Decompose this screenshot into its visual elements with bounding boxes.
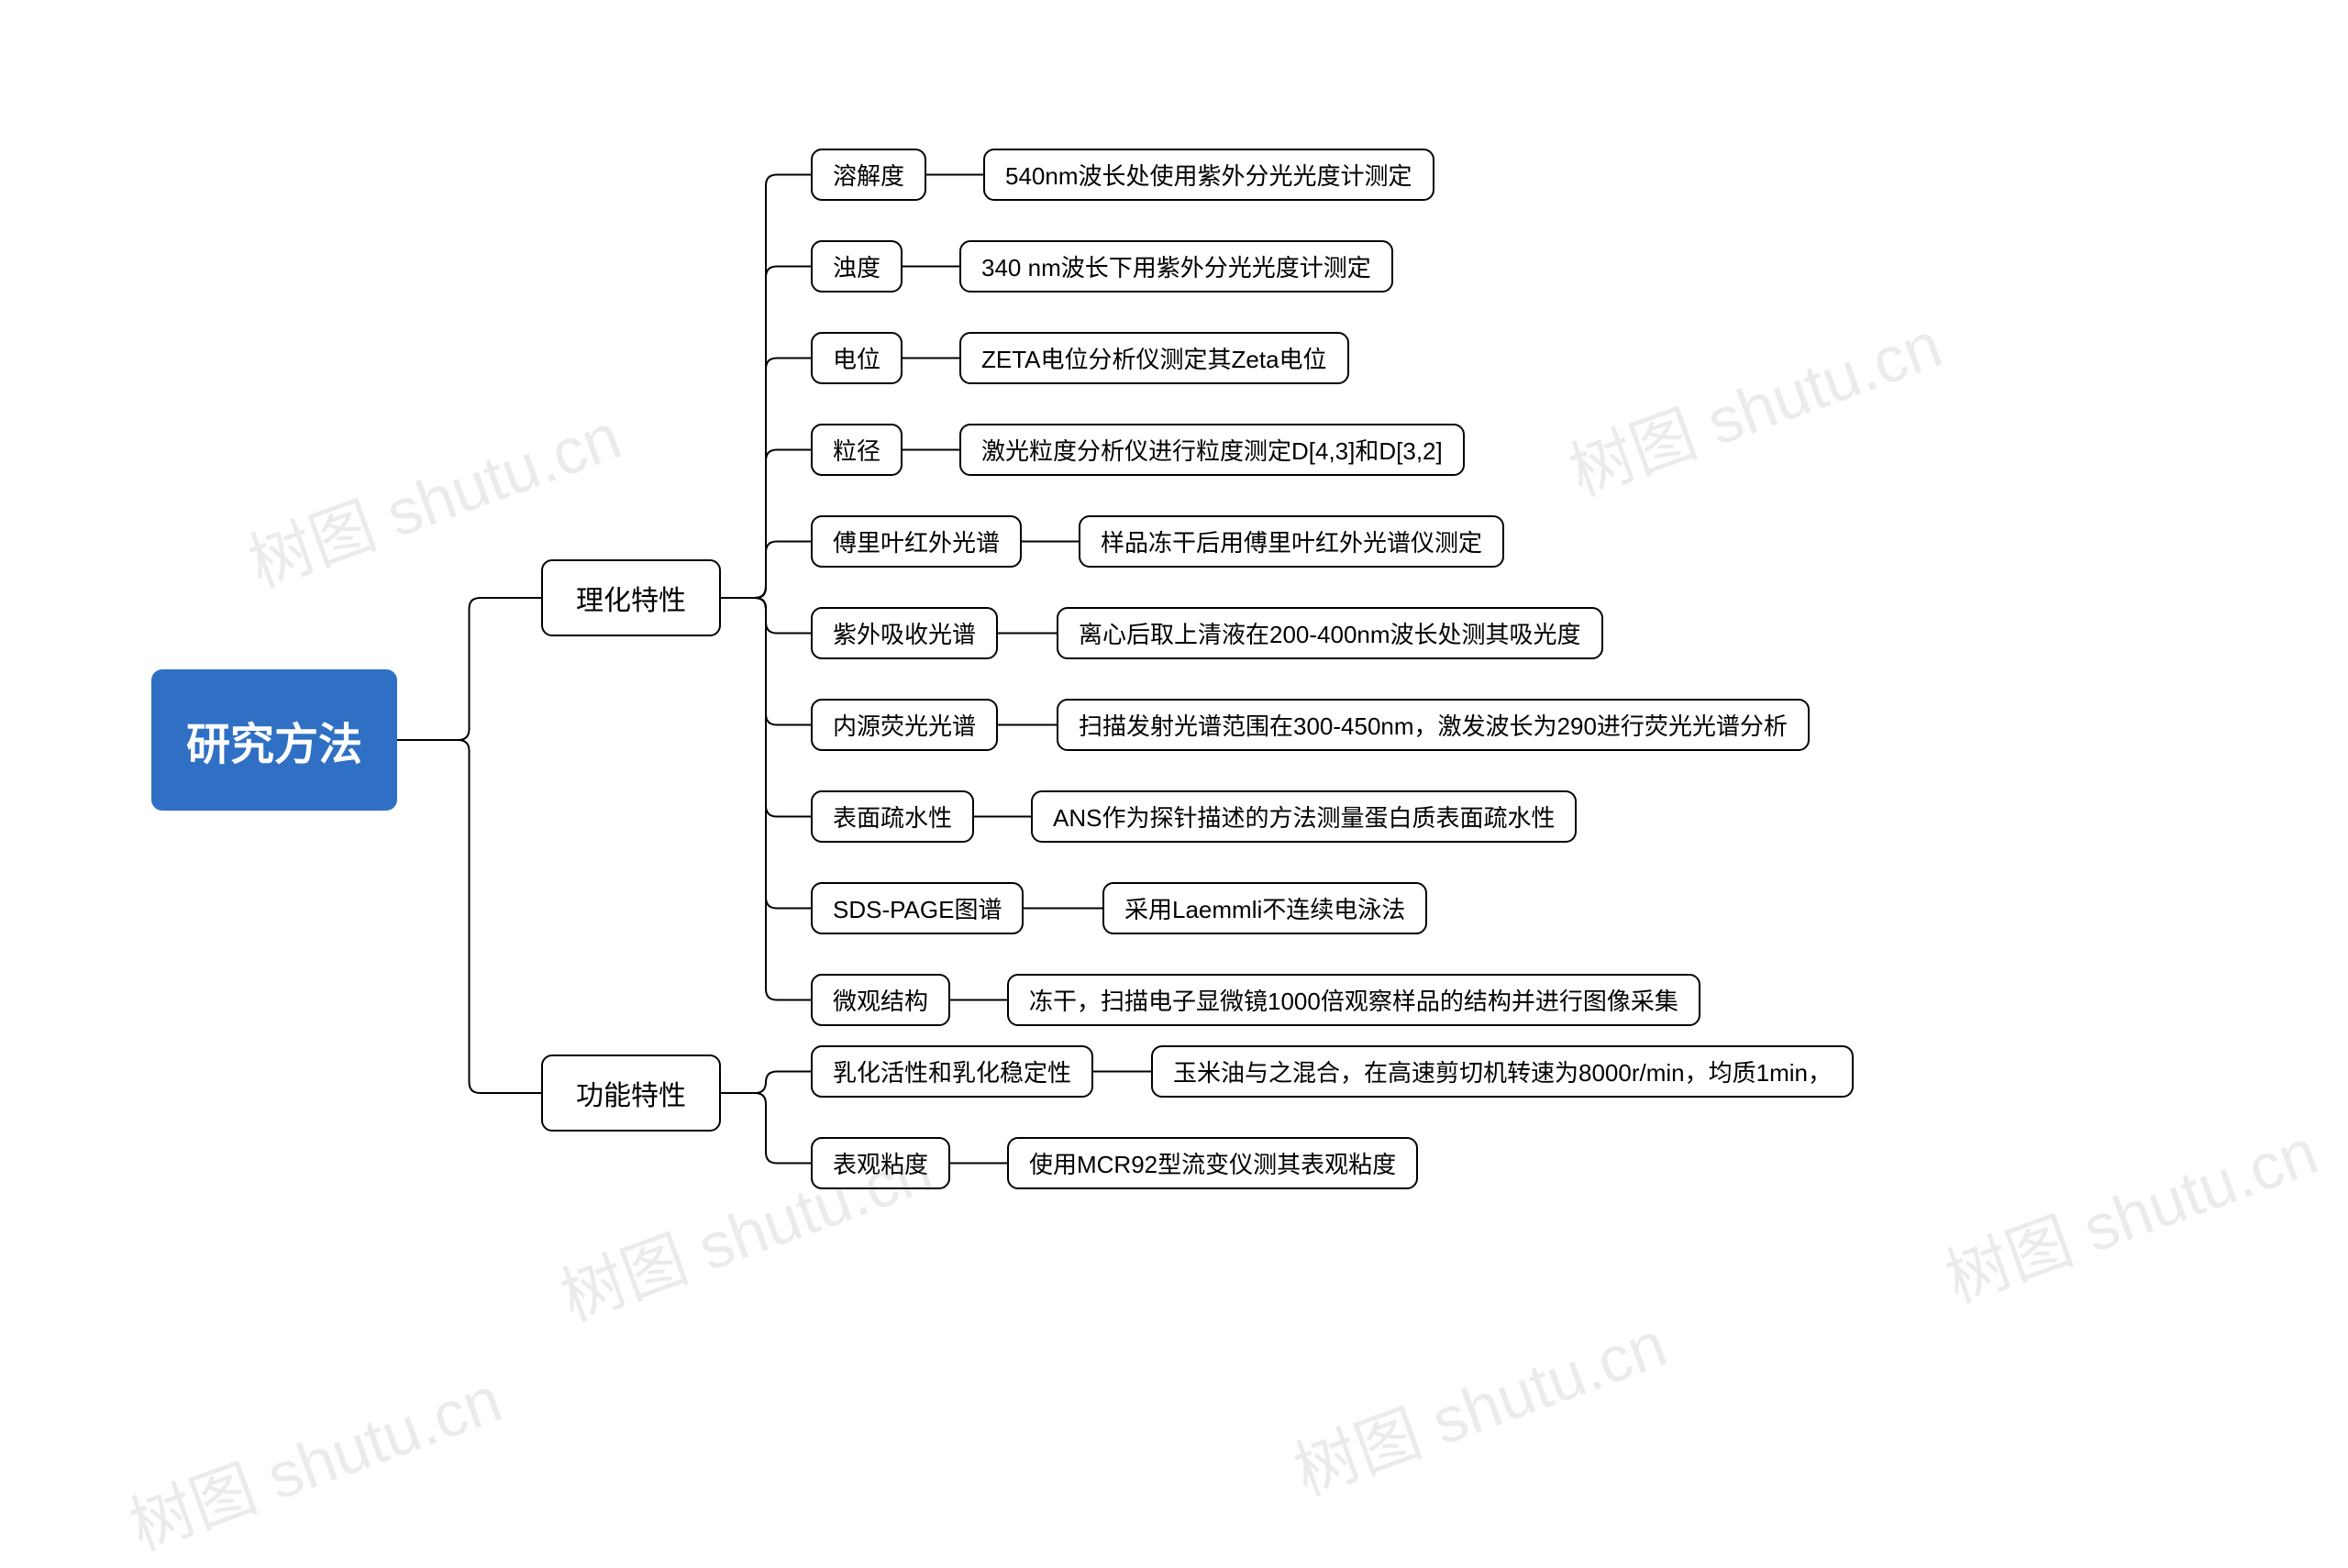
node-micro-d: 冻干，扫描电子显微镜1000倍观察样品的结构并进行图像采集 — [1007, 974, 1700, 1026]
node-turb: 浊度 — [811, 240, 903, 293]
node-vis-d: 使用MCR92型流变仪测其表观粘度 — [1007, 1137, 1418, 1189]
node-fl: 内源荧光光谱 — [811, 699, 998, 751]
node-ftir-d: 样品冻干后用傅里叶红外光谱仪测定 — [1079, 515, 1504, 568]
node-micro: 微观结构 — [811, 974, 950, 1026]
node-sol-d: 540nm波长处使用紫外分光光度计测定 — [983, 149, 1434, 201]
watermark: 树图 shutu.cn — [1932, 1101, 2329, 1321]
node-uv: 紫外吸收光谱 — [811, 607, 998, 659]
node-turb-d: 340 nm波长下用紫外分光光度计测定 — [959, 240, 1393, 293]
node-emul: 乳化活性和乳化稳定性 — [811, 1045, 1093, 1098]
node-size-d: 激光粒度分析仪进行粒度测定D[4,3]和D[3,2] — [959, 424, 1465, 476]
watermark: 树图 shutu.cn — [116, 1349, 513, 1568]
branch-func: 功能特性 — [541, 1055, 721, 1132]
node-vis: 表观粘度 — [811, 1137, 950, 1189]
node-size: 粒径 — [811, 424, 903, 476]
watermark: 树图 shutu.cn — [1556, 294, 1953, 514]
node-hy: 表面疏水性 — [811, 790, 974, 843]
node-emul-d: 玉米油与之混合，在高速剪切机转速为8000r/min，均质1min， — [1151, 1045, 1854, 1098]
node-sds: SDS-PAGE图谱 — [811, 882, 1024, 934]
node-hy-d: ANS作为探针描述的方法测量蛋白质表面疏水性 — [1031, 790, 1577, 843]
node-fl-d: 扫描发射光谱范围在300-450nm，激发波长为290进行荧光光谱分析 — [1057, 699, 1810, 751]
node-sol: 溶解度 — [811, 149, 926, 201]
root-node: 研究方法 — [151, 669, 397, 811]
node-ftir: 傅里叶红外光谱 — [811, 515, 1022, 568]
branch-phys: 理化特性 — [541, 559, 721, 636]
node-pot-d: ZETA电位分析仪测定其Zeta电位 — [959, 332, 1349, 384]
node-uv-d: 离心后取上清液在200-400nm波长处测其吸光度 — [1057, 607, 1603, 659]
watermark: 树图 shutu.cn — [1280, 1294, 1678, 1514]
node-sds-d: 采用Laemmli不连续电泳法 — [1102, 882, 1427, 934]
node-pot: 电位 — [811, 332, 903, 384]
